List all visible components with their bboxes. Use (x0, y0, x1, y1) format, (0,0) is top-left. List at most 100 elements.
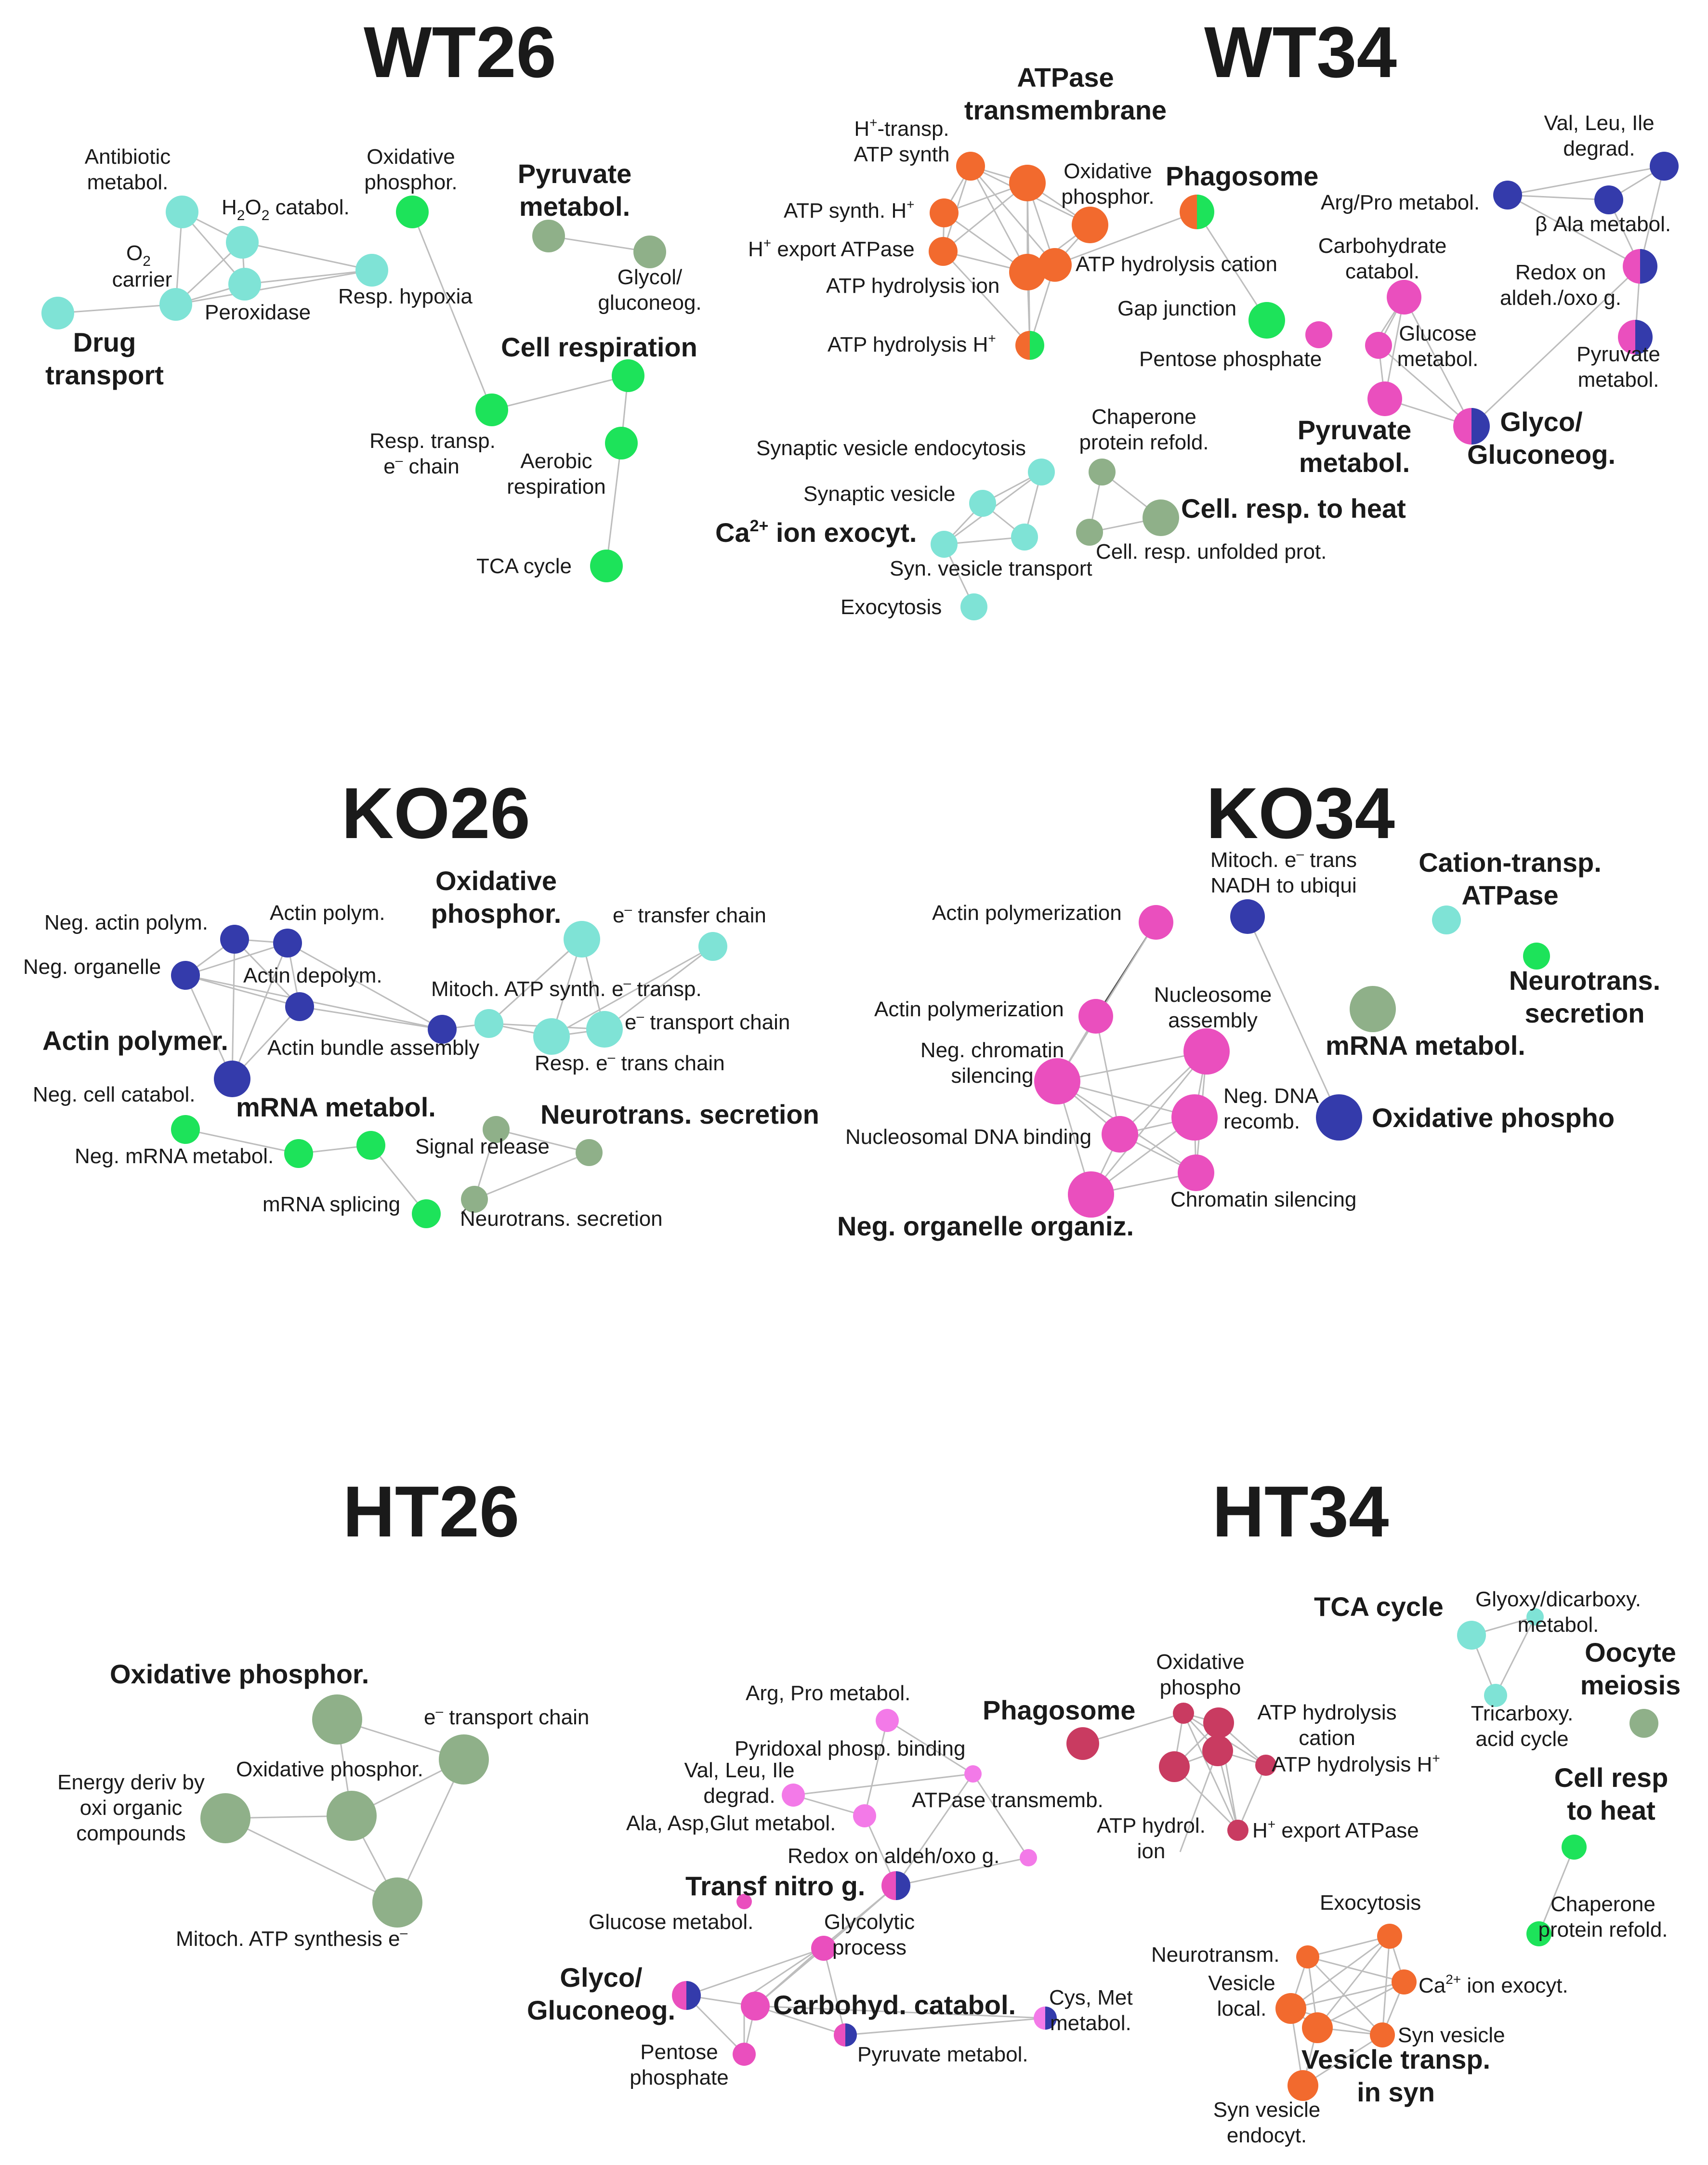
node-resp-e-trans (533, 1018, 570, 1055)
label-oxidative-phospho: Oxidative phospho (1156, 1650, 1244, 1699)
node-vesicle-transp (1302, 2012, 1333, 2043)
node-actin-polymerization-1 (1139, 905, 1173, 940)
label-antibiotic: Antibiotic metabol. (85, 145, 171, 194)
nodes-ht26 (200, 1694, 489, 1928)
label-peroxidase: Peroxidase (205, 301, 311, 324)
node-mrna-splicing (412, 1199, 441, 1228)
node-gap-junction (1248, 302, 1285, 339)
label-resp-hypoxia: Resp. hypoxia (338, 285, 473, 308)
node-energy-deriv (200, 1793, 250, 1843)
node-peroxidase (228, 268, 261, 301)
node-glycol-gluconeog (633, 236, 666, 268)
node-actin-polymer (214, 1061, 250, 1097)
label-transf-nitro: Transf nitro g. (685, 1871, 865, 1901)
node-cell-resp-unfolded (1076, 519, 1103, 546)
label-neurotrans-secretion-bold: Neurotrans. secretion (540, 1099, 819, 1129)
label-mrna-metabol: mRNA metabol. (236, 1092, 436, 1122)
node-h-export-atpase (929, 237, 958, 266)
node-chromatin-silencing (1178, 1155, 1214, 1191)
node-actin-polymerization-2 (1078, 999, 1113, 1034)
node-synaptic-vesicle (969, 490, 996, 517)
label-glucose: Glucose metabol. (1397, 322, 1479, 371)
label-tca-cycle: TCA cycle (476, 554, 572, 578)
label-cell-resp-unfolded: Cell. resp. unfolded prot. (1096, 540, 1327, 564)
node-aerobic-respiration (605, 427, 638, 459)
node-b-ala (1594, 185, 1623, 214)
node-neurotrans-secretion (1523, 943, 1550, 970)
node-atp-hydrolysis-ion (1009, 254, 1046, 290)
node-oxidative-phosphor (564, 921, 600, 958)
node-cell-respiration (612, 359, 644, 392)
label-e-transport-chain: e– transport chain (625, 1009, 790, 1034)
node-resp-transp-chain (475, 394, 508, 426)
label-pentose-phosphate: Pentose phosphate (630, 2040, 729, 2089)
node-ala-asp-glut (853, 1804, 876, 1827)
label-neg-organelle-organiz: Neg. organelle organiz. (837, 1211, 1134, 1241)
label-neg-organelle: Neg. organelle (23, 955, 161, 979)
node-actin-polym (273, 929, 302, 958)
label-vesicle-transp: Vesicle transp. in syn (1301, 2044, 1490, 2107)
node-h-export-atpase (1227, 1820, 1248, 1841)
panel-wt34: WT34 (715, 12, 1679, 620)
nodes-ht34 (672, 1608, 1658, 2101)
label-pentose: Pentose phosphate (1139, 347, 1322, 371)
panel-title-ko34: KO34 (1206, 773, 1395, 853)
node-neg-cell-catabol (171, 1115, 200, 1144)
node-pyruvate-metabol (532, 220, 565, 252)
label-glycol-gluconeog: Glycol/gluconeog. (598, 265, 701, 315)
label-pyruvate-metabol: Pyruvate metabol. (518, 158, 632, 222)
label-cell-resp-heat: Cell resp to heat (1554, 1762, 1669, 1825)
node-exocytosis (1377, 1924, 1402, 1949)
label-ca-ion-exocyt: Ca2+ ion exocyt. (1419, 1972, 1568, 1997)
node-syn-vesicle (1370, 2022, 1395, 2047)
node-transf-nitro (881, 1871, 910, 1900)
label-mitoch-atp-synthesis: Mitoch. ATP synthesis e– (176, 1925, 407, 1951)
node-nucleosomal-dna-binding (1102, 1116, 1138, 1153)
label-pyruvate-small: Pyruvate metabol. (1577, 342, 1660, 392)
node-atp-hydrolysis-cation (1203, 1707, 1234, 1738)
label-h2o2-catabol: H2O2 catabol. (222, 196, 350, 223)
label-neg-chromatin: Neg. chromatin silencing (920, 1038, 1064, 1088)
label-atp-hydrol-ion: ATP hydrol. ion (1097, 1814, 1206, 1863)
node-glucose-metabol (736, 1894, 752, 1909)
label-arg-pro: Arg, Pro metabol. (746, 1681, 910, 1705)
label-actin-bundle: Actin bundle assembly (267, 1036, 479, 1060)
label-neurotrans-secretion: Neurotrans. secretion (1509, 965, 1660, 1028)
node-e-transport-chain (586, 1011, 623, 1048)
label-redox-aldeh: Redox on aldeh/oxo g. (788, 1844, 999, 1868)
label-actin-polymer: Actin polymer. (42, 1025, 228, 1056)
label-glucose-metabol: Glucose metabol. (589, 1910, 753, 1934)
node-cell-resp-heat (1143, 499, 1179, 536)
label-mrna-metabol: mRNA metabol. (1326, 1030, 1525, 1061)
label-nucleosomal-dna: Nucleosomal DNA binding (845, 1125, 1091, 1149)
node-oxidative-phosphor (327, 1791, 377, 1841)
node-resp-hypoxia (355, 254, 388, 287)
node-oxidative-phosphor (1072, 207, 1108, 243)
node-pyruvate-metabol-small (1618, 320, 1653, 354)
node-neg-mrna-metabol (284, 1139, 313, 1168)
panel-title-wt26: WT26 (364, 12, 556, 92)
label-cell-respiration: Cell respiration (501, 332, 697, 362)
node-redox-aldeh (1020, 1849, 1037, 1866)
label-resp-e-trans: Resp. e– trans chain (535, 1050, 725, 1075)
node-oxidative-phospho (1316, 1094, 1362, 1141)
label-syn-transport: Syn. vesicle transport (890, 557, 1092, 580)
node-e-transport-chain (439, 1734, 489, 1784)
label-mitoch-atp-synth: Mitoch. ATP synth. e– transp. (431, 975, 702, 1001)
node-oxidative-phosphor-bold (312, 1694, 362, 1745)
nodes-ko34 (1034, 899, 1550, 1218)
node-syn-vesicle-endocyt (1288, 2070, 1318, 2101)
label-exocytosis: Exocytosis (841, 595, 942, 619)
label-actin-polymerization-2: Actin polymerization (874, 997, 1064, 1021)
node-cys-met (1034, 2007, 1057, 2030)
node-ca-ion-exocyt (931, 531, 958, 558)
node-exocytosis (960, 593, 987, 620)
node-o2-carrier (159, 288, 192, 321)
label-neg-actin-polym: Neg. actin polym. (44, 911, 208, 934)
node-mrna-metabol (1350, 986, 1396, 1032)
label-neg-cell-catabol: Neg. cell catabol. (33, 1083, 196, 1106)
label-h-transp: H+-transp. ATP synth (854, 115, 950, 166)
label-actin-depolym: Actin depolym. (243, 964, 382, 987)
label-energy-deriv: Energy deriv by oxi organic compounds (57, 1771, 205, 1845)
node-glyco-gluconeog (1453, 408, 1490, 445)
